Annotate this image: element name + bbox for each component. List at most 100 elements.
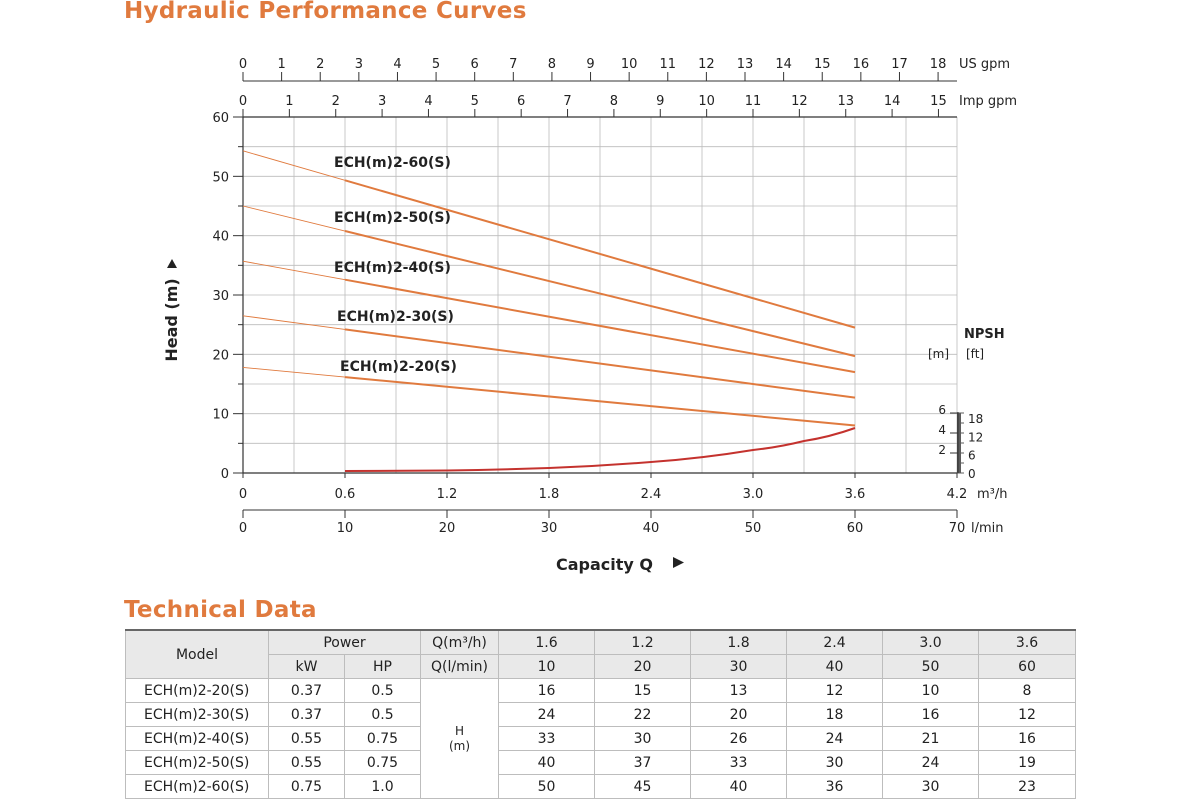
x-unit-label: m³/h — [977, 487, 1008, 502]
x-tick-label: 2.4 — [641, 487, 662, 502]
imp-gpm-tick-label: 0 — [239, 94, 247, 109]
hp-cell: 0.75 — [343, 750, 422, 775]
us-gpm-tick-label: 5 — [432, 57, 440, 72]
imp-gpm-tick-label: 8 — [610, 94, 618, 109]
us-gpm-tick-label: 4 — [393, 57, 401, 72]
us-gpm-unit: US gpm — [959, 57, 1010, 72]
imp-gpm-tick-label: 1 — [285, 94, 293, 109]
head-cell: 45 — [594, 774, 692, 799]
hp-cell: 0.5 — [343, 678, 422, 703]
x-tick-label: 3.6 — [845, 487, 866, 502]
head-cell: 50 — [498, 774, 596, 799]
hp-cell: 1.0 — [343, 774, 422, 799]
x-axis-arrow-icon — [673, 557, 684, 568]
head-cell: 37 — [594, 750, 692, 775]
series-line — [344, 328, 856, 399]
lmin-tick-label: 70 — [949, 521, 966, 536]
npsh-m-label: [m] — [928, 347, 949, 361]
head-cell: 24 — [882, 750, 980, 775]
us-gpm-tick-label: 9 — [586, 57, 594, 72]
y-tick-label: 10 — [212, 408, 229, 423]
head-cell: 40 — [498, 750, 596, 775]
series-label: ECH(m)2-60(S) — [334, 155, 451, 171]
lmin-tick-label: 30 — [541, 521, 558, 536]
us-gpm-tick-label: 7 — [509, 57, 517, 72]
y-tick-label: 40 — [212, 230, 229, 245]
npsh-curve — [344, 427, 856, 472]
us-gpm-tick-label: 14 — [775, 57, 792, 72]
y-tick-label: 50 — [212, 170, 229, 185]
head-cell: 20 — [690, 702, 788, 727]
series-label: ECH(m)2-50(S) — [334, 210, 451, 226]
q-lmin-cell: 60 — [978, 654, 1077, 679]
head-cell: 36 — [786, 774, 884, 799]
table-row: ECH(m)2-50(S) 0.55 0.75 40 37 33 30 24 1… — [125, 750, 1077, 775]
npsh-ft-label: [ft] — [966, 347, 984, 361]
q-lmin-cell: 10 — [498, 654, 596, 679]
npsh-title: NPSH — [964, 327, 1005, 342]
us-gpm-tick-label: 11 — [659, 57, 676, 72]
x-tick-label: 1.2 — [437, 487, 458, 502]
npsh-ft-tick-label: 0 — [968, 467, 976, 481]
us-gpm-tick-label: 17 — [891, 57, 908, 72]
head-cell: 22 — [594, 702, 692, 727]
x-tick-label: 0.6 — [335, 487, 356, 502]
us-gpm-tick-label: 8 — [548, 57, 556, 72]
imp-gpm-tick-label: 13 — [837, 94, 854, 109]
lmin-tick-label: 0 — [239, 521, 247, 536]
npsh-m-tick-label: 2 — [938, 443, 946, 457]
labels-layer: ECH(m)2-60(S) ECH(m)2-50(S) ECH(m)2-40(S) E… — [334, 155, 457, 375]
head-cell: 23 — [978, 774, 1077, 799]
us-gpm-tick-label: 1 — [277, 57, 285, 72]
us-gpm-tick-label: 3 — [355, 57, 363, 72]
imp-gpm-tick-label: 2 — [332, 94, 340, 109]
model-cell: ECH(m)2-30(S) — [125, 702, 269, 727]
us-gpm-tick-label: 0 — [239, 57, 247, 72]
lmin-tick-label: 10 — [337, 521, 354, 536]
series-line-extrapolated — [242, 150, 346, 181]
q-lmin-cell: 50 — [882, 654, 980, 679]
model-cell: ECH(m)2-40(S) — [125, 726, 269, 751]
series-line — [344, 278, 856, 374]
technical-data-table: Model Power Q(m³/h) 1.6 1.2 1.8 2.4 3.0 … — [125, 629, 1077, 799]
hp-cell: 0.5 — [343, 702, 422, 727]
head-cell: 30 — [786, 750, 884, 775]
x-tick-label: 4.2 — [947, 487, 968, 502]
imp-gpm-tick-label: 4 — [424, 94, 432, 109]
q-m3h-cell: 1.6 — [498, 629, 596, 655]
series-line — [344, 179, 856, 329]
us-gpm-tick-label: 2 — [316, 57, 324, 72]
us-gpm-tick-label: 6 — [471, 57, 479, 72]
head-cell: 24 — [498, 702, 596, 727]
head-cell: 10 — [882, 678, 980, 703]
imp-gpm-tick-label: 3 — [378, 94, 386, 109]
head-cell: 16 — [498, 678, 596, 703]
series-line — [344, 376, 856, 427]
lmin-tick-label: 50 — [745, 521, 762, 536]
q-m3h-cell: 3.6 — [978, 629, 1077, 655]
head-cell: 26 — [690, 726, 788, 751]
hp-cell: 0.75 — [343, 726, 422, 751]
table-row: ECH(m)2-40(S) 0.55 0.75 33 30 26 24 21 1… — [125, 726, 1077, 751]
us-gpm-tick-label: 18 — [930, 57, 947, 72]
imp-gpm-tick-label: 11 — [745, 94, 762, 109]
head-label: H — [455, 723, 465, 738]
y-tick-label: 20 — [212, 348, 229, 363]
table-row: ECH(m)2-30(S) 0.37 0.5 24 22 20 18 16 12 — [125, 702, 1077, 727]
model-cell: ECH(m)2-50(S) — [125, 750, 269, 775]
model-cell: ECH(m)2-20(S) — [125, 678, 269, 703]
head-label-cell: H (m) — [420, 678, 500, 799]
x-tick-label: 0 — [239, 487, 247, 502]
lmin-unit: l/min — [971, 521, 1004, 536]
q-m3h-cell: 1.8 — [690, 629, 788, 655]
model-header: Model — [125, 629, 269, 679]
series-line-extrapolated — [242, 260, 346, 281]
head-unit: (m) — [448, 738, 471, 753]
head-cell: 13 — [690, 678, 788, 703]
imp-gpm-tick-label: 14 — [884, 94, 901, 109]
x-tick-label: 3.0 — [743, 487, 764, 502]
q-m3h-cell: 1.2 — [594, 629, 692, 655]
q-lmin-cell: 20 — [594, 654, 692, 679]
imp-gpm-tick-label: 7 — [563, 94, 571, 109]
